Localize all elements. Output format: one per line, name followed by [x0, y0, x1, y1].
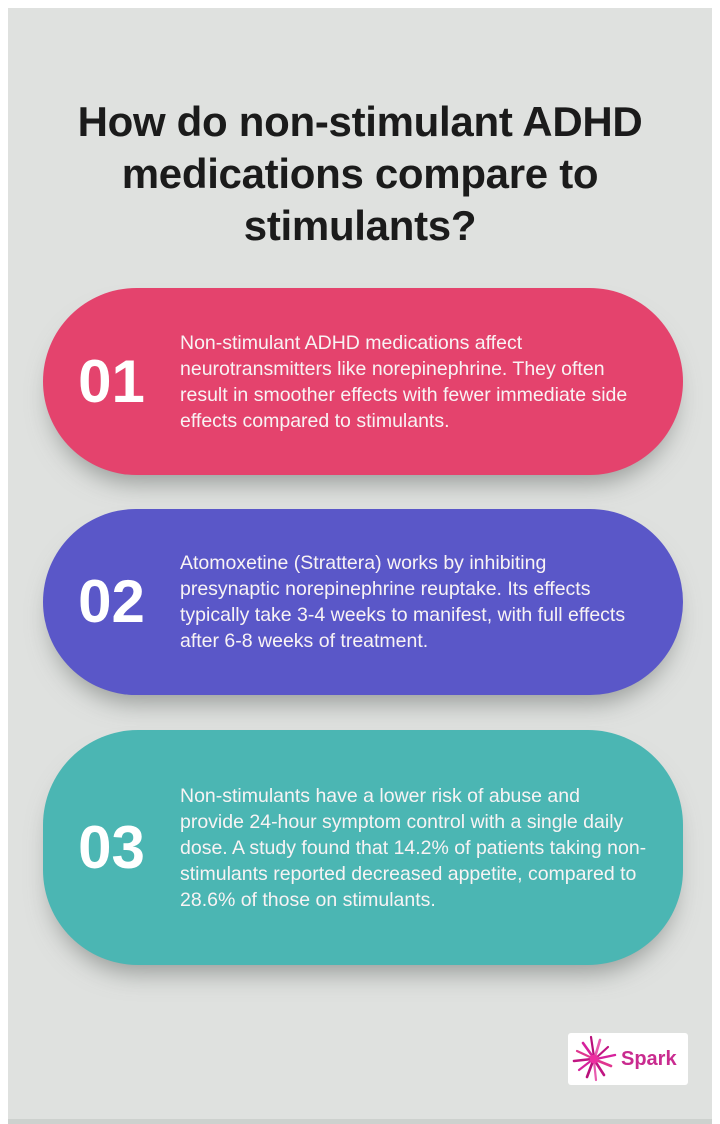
- step-card-1: 01 Non-stimulant ADHD medications affect…: [43, 288, 683, 475]
- spark-logo: Spark: [568, 1033, 688, 1085]
- spark-logo-wordmark: Spark: [621, 1047, 677, 1070]
- step-text-2: Atomoxetine (Strattera) works by inhibit…: [180, 552, 626, 652]
- step-number-2: 02: [78, 568, 145, 635]
- step-card-2: 02 Atomoxetine (Strattera) works by inhi…: [43, 509, 683, 695]
- step-text-1: Non-stimulant ADHD medications affect ne…: [180, 331, 628, 432]
- step-number-3: 03: [78, 813, 145, 881]
- step-number-1: 01: [78, 347, 145, 415]
- step-card-3: 03 Non-stimulants have a lower risk of a…: [43, 730, 683, 965]
- page-title: How do non-stimulant ADHD medications co…: [77, 98, 643, 250]
- step-text-3: Non-stimulants have a lower risk of abus…: [180, 784, 647, 911]
- spark-starburst-icon: [572, 1035, 617, 1082]
